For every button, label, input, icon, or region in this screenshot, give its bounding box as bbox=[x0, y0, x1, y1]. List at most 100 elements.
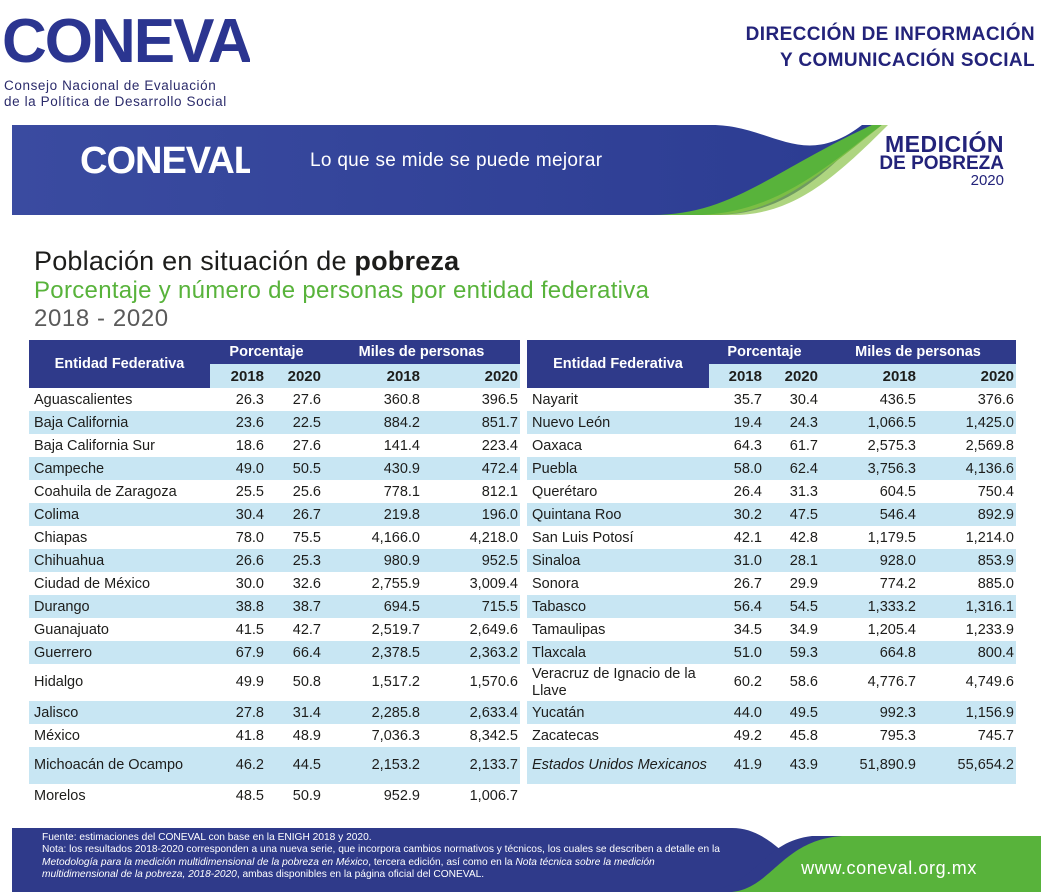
thousands-2018: 928.0 bbox=[820, 549, 918, 572]
entity-name: Puebla bbox=[527, 457, 709, 480]
percent-2020: 54.5 bbox=[764, 595, 820, 618]
thousands-2018: 1,179.5 bbox=[820, 526, 918, 549]
thousands-2020: 745.7 bbox=[918, 724, 1016, 747]
thousands-2018: 360.8 bbox=[323, 388, 422, 411]
percent-2020: 49.5 bbox=[764, 701, 820, 724]
medicion-year: 2020 bbox=[970, 172, 1004, 189]
percent-2020: 42.7 bbox=[266, 618, 323, 641]
table-row: Chiapas 78.0 75.5 4,166.0 4,218.0 bbox=[29, 526, 520, 549]
direction-line-2: Y COMUNICACIÓN SOCIAL bbox=[779, 50, 1035, 71]
entity-name: Colima bbox=[29, 503, 210, 526]
coneval-logo: CONEVAL bbox=[0, 10, 260, 76]
header-thousands: Miles de personas bbox=[323, 340, 520, 364]
thousands-2020: 472.4 bbox=[422, 457, 520, 480]
percent-2018: 23.6 bbox=[210, 411, 266, 434]
percent-2018: 42.1 bbox=[709, 526, 764, 549]
percent-2020: 48.9 bbox=[266, 724, 323, 747]
table-row: Sinaloa 31.0 28.1 928.0 853.9 bbox=[527, 549, 1016, 572]
thousands-2020: 1,316.1 bbox=[918, 595, 1016, 618]
percent-2020: 31.4 bbox=[266, 701, 323, 724]
thousands-2020: 812.1 bbox=[422, 480, 520, 503]
table-row: Guerrero 67.9 66.4 2,378.5 2,363.2 bbox=[29, 641, 520, 664]
poverty-table-right: Entidad Federativa Porcentaje Miles de p… bbox=[527, 340, 1016, 784]
org-line-2: de la Política de Desarrollo Social bbox=[4, 94, 227, 109]
thousands-2018: 2,519.7 bbox=[323, 618, 422, 641]
thousands-2018: 430.9 bbox=[323, 457, 422, 480]
thousands-2018: 1,205.4 bbox=[820, 618, 918, 641]
entity-name: Hidalgo bbox=[29, 664, 210, 701]
entity-name: Quintana Roo bbox=[527, 503, 709, 526]
thousands-2018: 219.8 bbox=[323, 503, 422, 526]
percent-2018: 31.0 bbox=[709, 549, 764, 572]
thousands-2020: 1,570.6 bbox=[422, 664, 520, 701]
medicion-line-2: DE POBREZA bbox=[879, 153, 1004, 174]
percent-2018: 18.6 bbox=[210, 434, 266, 457]
entity-name: Tlaxcala bbox=[527, 641, 709, 664]
header-2018: 2018 bbox=[210, 364, 266, 388]
table-row: Nayarit 35.7 30.4 436.5 376.6 bbox=[527, 388, 1016, 411]
table-row: Durango 38.8 38.7 694.5 715.5 bbox=[29, 595, 520, 618]
website-link[interactable]: www.coneval.org.mx bbox=[801, 858, 977, 878]
percent-2018: 78.0 bbox=[210, 526, 266, 549]
percent-2018: 26.3 bbox=[210, 388, 266, 411]
entity-name: Morelos bbox=[29, 784, 210, 807]
thousands-2020: 952.5 bbox=[422, 549, 520, 572]
percent-2020: 50.8 bbox=[266, 664, 323, 701]
percent-2020: 28.1 bbox=[764, 549, 820, 572]
table-row: Querétaro 26.4 31.3 604.5 750.4 bbox=[527, 480, 1016, 503]
header-percent: Porcentaje bbox=[210, 340, 323, 364]
table-row: Chihuahua 26.6 25.3 980.9 952.5 bbox=[29, 549, 520, 572]
entity-name: Baja California bbox=[29, 411, 210, 434]
thousands-2020: 2,569.8 bbox=[918, 434, 1016, 457]
header-2018: 2018 bbox=[709, 364, 764, 388]
entity-name: Tabasco bbox=[527, 595, 709, 618]
percent-2020: 24.3 bbox=[764, 411, 820, 434]
percent-2018: 26.6 bbox=[210, 549, 266, 572]
entity-name: Sinaloa bbox=[527, 549, 709, 572]
percent-2020: 34.9 bbox=[764, 618, 820, 641]
page-years: 2018 - 2020 bbox=[34, 305, 169, 332]
table-row: Zacatecas 49.2 45.8 795.3 745.7 bbox=[527, 724, 1016, 747]
table-row: Jalisco 27.8 31.4 2,285.8 2,633.4 bbox=[29, 701, 520, 724]
thousands-2018: 980.9 bbox=[323, 549, 422, 572]
note-methodology: Metodología para la medición multidimens… bbox=[42, 856, 369, 868]
footnote-note: Nota: los resultados 2018-2020 correspon… bbox=[42, 844, 732, 881]
entity-name: Yucatán bbox=[527, 701, 709, 724]
thousands-2018: 51,890.9 bbox=[820, 747, 918, 784]
percent-2020: 45.8 bbox=[764, 724, 820, 747]
percent-2018: 41.5 bbox=[210, 618, 266, 641]
thousands-2020: 851.7 bbox=[422, 411, 520, 434]
percent-2020: 62.4 bbox=[764, 457, 820, 480]
percent-2018: 51.0 bbox=[709, 641, 764, 664]
table-row: Nuevo León 19.4 24.3 1,066.5 1,425.0 bbox=[527, 411, 1016, 434]
thousands-2020: 8,342.5 bbox=[422, 724, 520, 747]
percent-2020: 25.3 bbox=[266, 549, 323, 572]
percent-2020: 66.4 bbox=[266, 641, 323, 664]
footnote: Fuente: estimaciones del CONEVAL con bas… bbox=[42, 832, 732, 881]
percent-2020: 42.8 bbox=[764, 526, 820, 549]
percent-2020: 59.3 bbox=[764, 641, 820, 664]
percent-2018: 46.2 bbox=[210, 747, 266, 784]
table-row: Baja California Sur 18.6 27.6 141.4 223.4 bbox=[29, 434, 520, 457]
entity-name: Campeche bbox=[29, 457, 210, 480]
thousands-2018: 2,755.9 bbox=[323, 572, 422, 595]
org-line-1: Consejo Nacional de Evaluación bbox=[4, 78, 217, 93]
banner-slogan: Lo que se mide se puede mejorar bbox=[310, 150, 603, 171]
percent-2018: 41.9 bbox=[709, 747, 764, 784]
thousands-2018: 2,575.3 bbox=[820, 434, 918, 457]
table-row: San Luis Potosí 42.1 42.8 1,179.5 1,214.0 bbox=[527, 526, 1016, 549]
table-row: México 41.8 48.9 7,036.3 8,342.5 bbox=[29, 724, 520, 747]
table-row: Ciudad de México 30.0 32.6 2,755.9 3,009.4 bbox=[29, 572, 520, 595]
thousands-2018: 2,378.5 bbox=[323, 641, 422, 664]
direction-title: DIRECCIÓN DE INFORMACIÓN Y COMUNICACIÓN … bbox=[746, 22, 1035, 74]
table-row: Guanajuato 41.5 42.7 2,519.7 2,649.6 bbox=[29, 618, 520, 641]
percent-2018: 25.5 bbox=[210, 480, 266, 503]
entity-name: Durango bbox=[29, 595, 210, 618]
medicion-line-1: MEDICIÓN bbox=[885, 131, 1004, 157]
logo-wordmark: CONEVAL bbox=[2, 10, 250, 76]
percent-2018: 58.0 bbox=[709, 457, 764, 480]
banner-background bbox=[12, 121, 1040, 215]
thousands-2020: 2,363.2 bbox=[422, 641, 520, 664]
table-row: Aguascalientes 26.3 27.6 360.8 396.5 bbox=[29, 388, 520, 411]
thousands-2020: 4,749.6 bbox=[918, 664, 1016, 701]
